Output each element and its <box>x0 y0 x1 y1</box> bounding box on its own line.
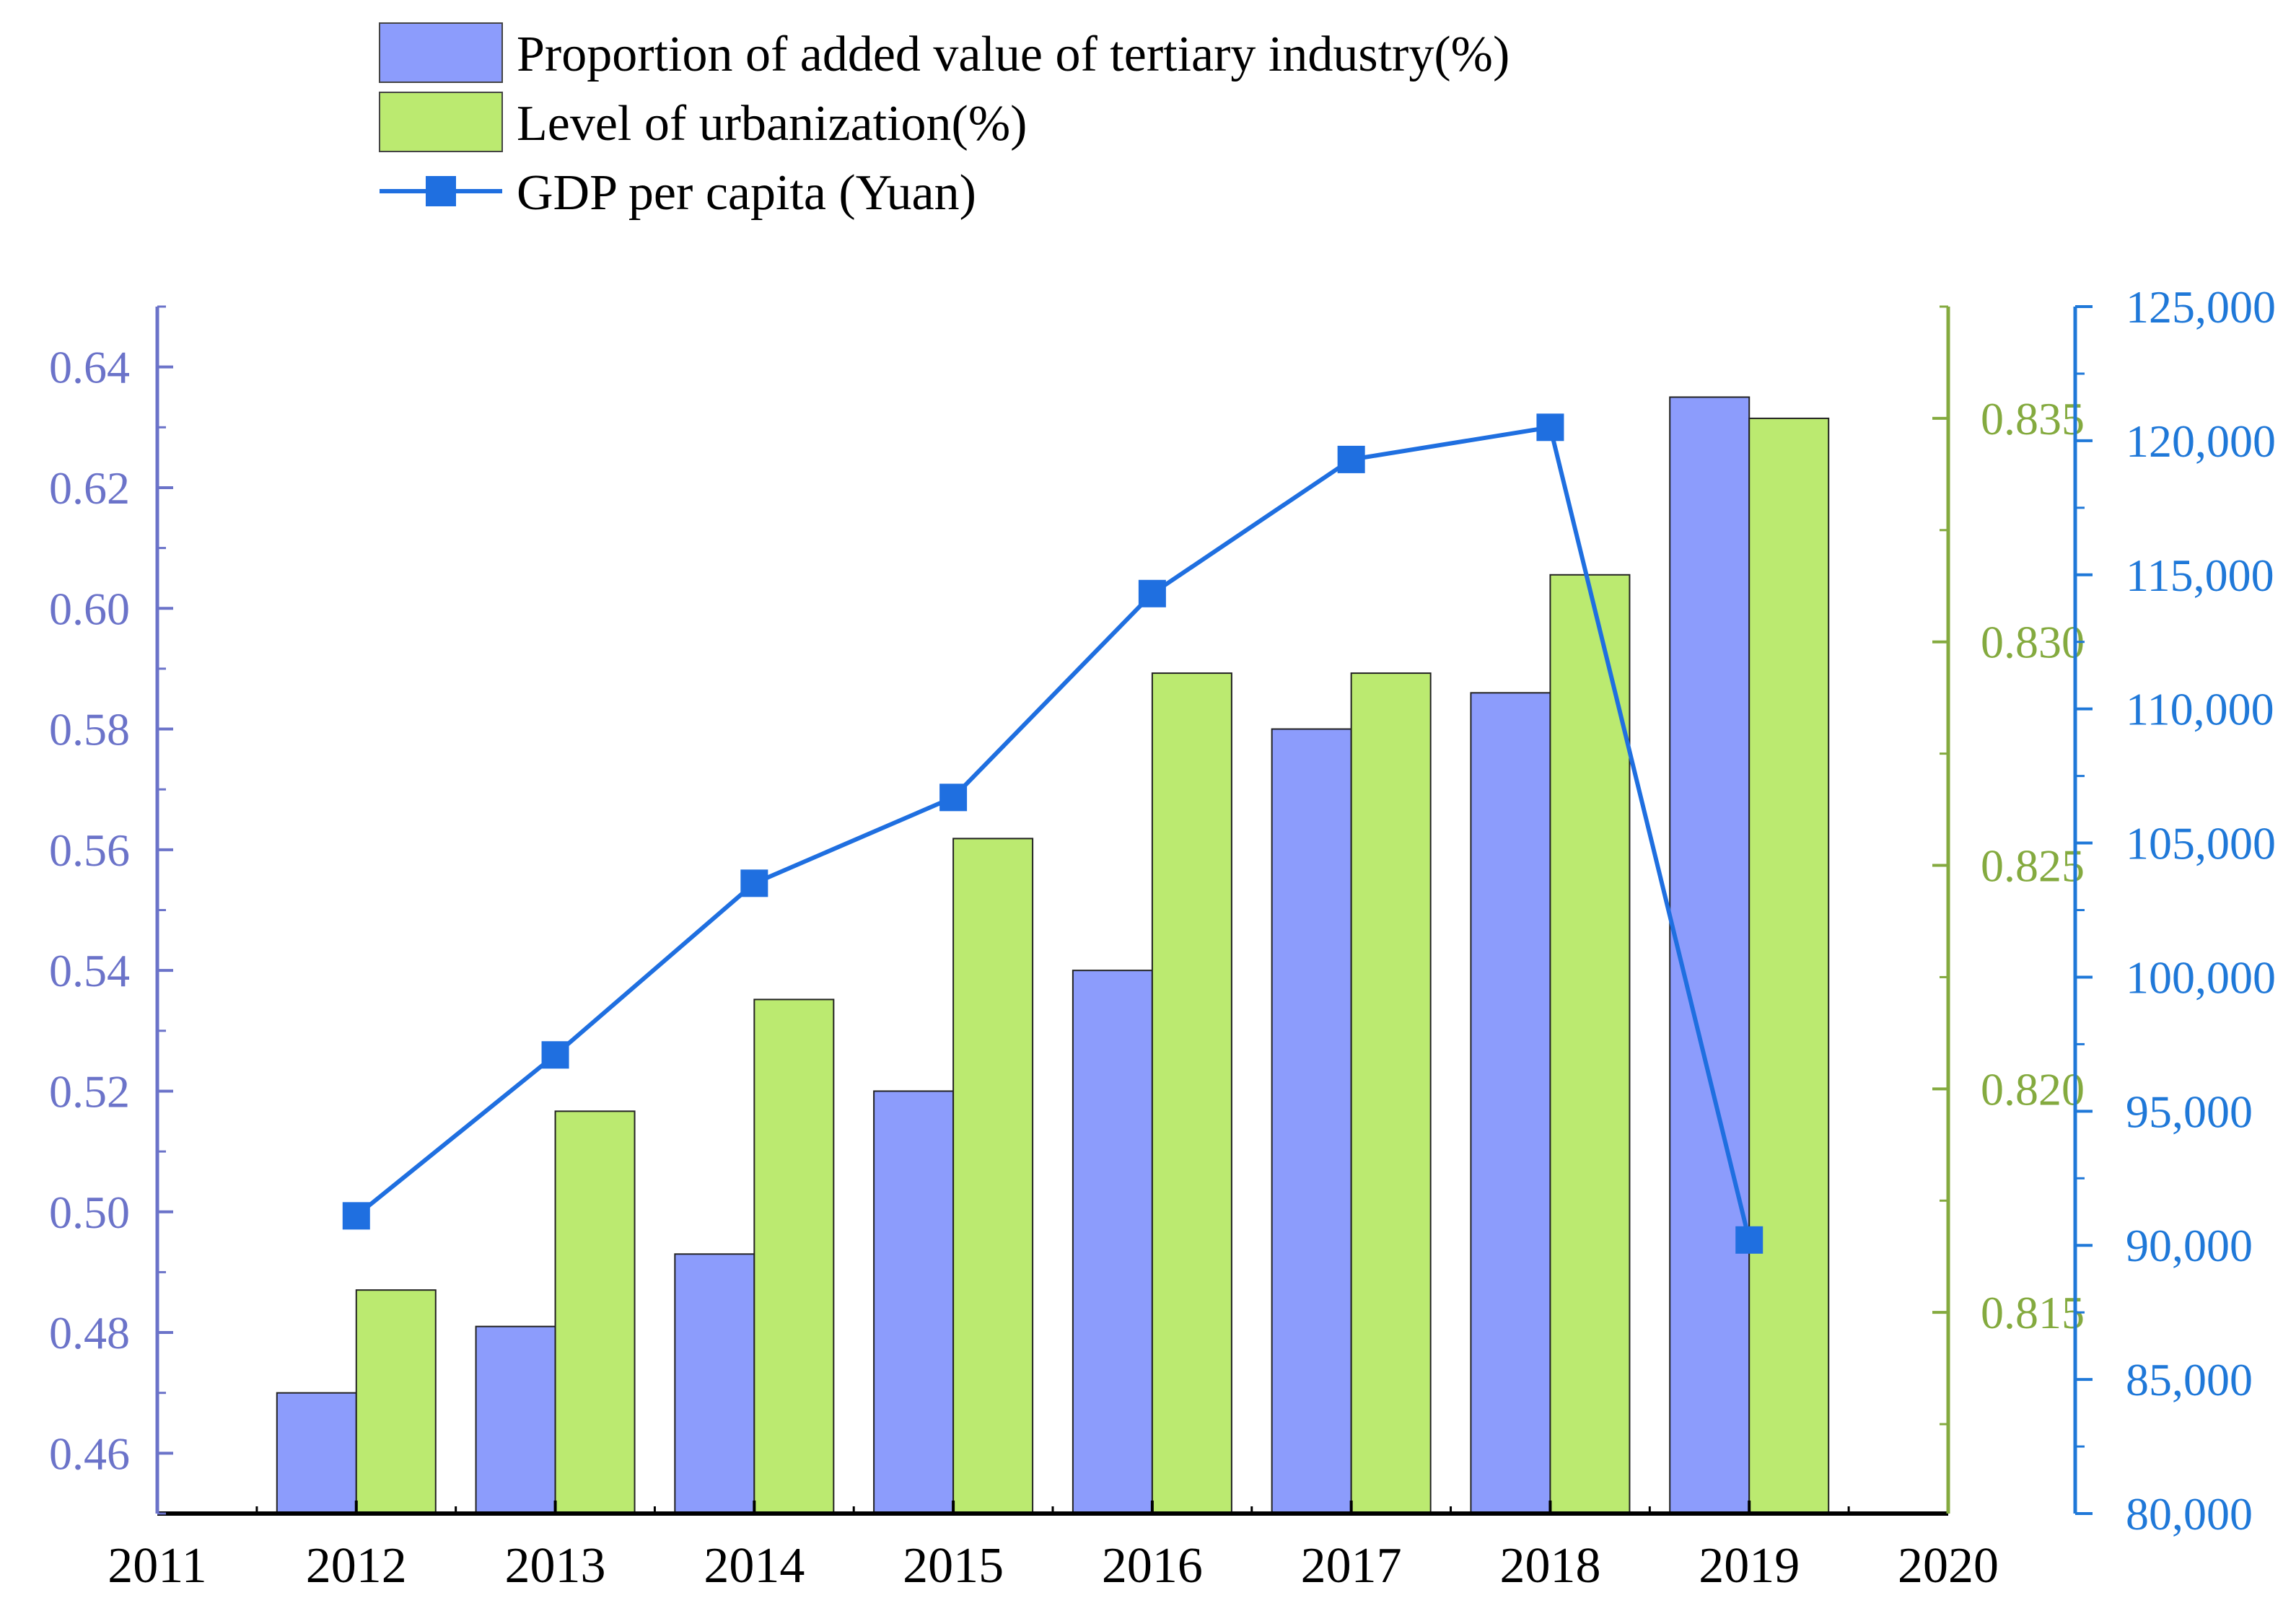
gdp-point-2019 <box>1735 1226 1763 1254</box>
right2-tick-label-105,000: 105,000 <box>2126 818 2276 869</box>
plot-area: 2011 2012 2013 2014 2015 2016 2017 2018 2019 2020… <box>49 281 2276 1594</box>
bar-tertiary-2018 <box>1470 692 1551 1514</box>
left-tick-label-0.52: 0.52 <box>49 1066 130 1117</box>
right2-tick-label-115,000: 115,000 <box>2126 550 2274 601</box>
x-tick-label-2011: 2011 <box>108 1538 206 1594</box>
x-tick-label-2016: 2016 <box>1102 1538 1203 1594</box>
right2-tick-label-100,000: 100,000 <box>2126 952 2276 1003</box>
bar-tertiary-2014 <box>674 1253 755 1515</box>
bar-urbanization-2016 <box>1151 672 1232 1514</box>
right2-tick-label-85,000: 85,000 <box>2126 1354 2253 1405</box>
bar-tertiary-2015 <box>873 1090 955 1514</box>
bar-urbanization-2018 <box>1549 574 1631 1514</box>
gdp-point-2015 <box>939 783 968 812</box>
right2-tick-label-110,000: 110,000 <box>2126 684 2274 735</box>
x-tick-label-2020: 2020 <box>1898 1538 1999 1594</box>
right1-tick-label-0.830: 0.830 <box>1981 617 2085 668</box>
left-tick-label-0.60: 0.60 <box>49 583 130 634</box>
right2-tick-label-120,000: 120,000 <box>2126 416 2276 467</box>
bar-urbanization-2017 <box>1350 672 1432 1514</box>
x-tick-label-2012: 2012 <box>306 1538 407 1594</box>
x-tick-label-2015: 2015 <box>903 1538 1004 1594</box>
legend-marker-gdp <box>426 176 456 206</box>
legend: Proportion of added value of tertiary in… <box>379 22 1510 221</box>
legend-label-gdp: GDP per capita (Yuan) <box>517 165 976 221</box>
gdp-line <box>354 424 1752 1241</box>
gdp-point-2014 <box>740 869 768 897</box>
right2-tick-label-95,000: 95,000 <box>2126 1086 2253 1137</box>
x-tick-label-2019: 2019 <box>1699 1538 1800 1594</box>
left-tick-label-0.58: 0.58 <box>49 704 130 755</box>
gdp-point-2013 <box>541 1041 569 1069</box>
bar-urbanization-2012 <box>355 1289 437 1514</box>
left-tick-label-0.56: 0.56 <box>49 825 130 876</box>
x-tick-label-2014: 2014 <box>704 1538 805 1594</box>
gdp-point-2012 <box>342 1202 370 1230</box>
x-tick-label-2018: 2018 <box>1499 1538 1600 1594</box>
bar-tertiary-2019 <box>1669 396 1751 1514</box>
left-tick-label-0.64: 0.64 <box>49 342 130 393</box>
left-tick-label-0.50: 0.50 <box>49 1187 130 1238</box>
legend-label-tertiary: Proportion of added value of tertiary in… <box>517 27 1510 82</box>
left-tick-label-0.46: 0.46 <box>49 1428 130 1479</box>
right2-tick-label-125,000: 125,000 <box>2126 281 2276 333</box>
bar-tertiary-2016 <box>1072 970 1153 1514</box>
x-tick-label-2013: 2013 <box>505 1538 606 1594</box>
bar-urbanization-2013 <box>554 1110 636 1515</box>
right1-tick-label-0.825: 0.825 <box>1981 840 2085 892</box>
bar-tertiary-2013 <box>475 1325 556 1515</box>
gdp-point-2017 <box>1337 445 1365 473</box>
bar-urbanization-2019 <box>1748 417 1830 1515</box>
left-tick-label-0.62: 0.62 <box>49 462 130 514</box>
right1-tick-label-0.815: 0.815 <box>1981 1287 2085 1338</box>
bar-tertiary-2012 <box>276 1392 357 1514</box>
bar-urbanization-2014 <box>753 998 835 1514</box>
bar-tertiary-2017 <box>1271 728 1352 1514</box>
x-tick-label-2017: 2017 <box>1301 1538 1402 1594</box>
right2-tick-label-90,000: 90,000 <box>2126 1220 2253 1271</box>
bar-urbanization-2015 <box>952 838 1034 1514</box>
right1-tick-label-0.835: 0.835 <box>1981 393 2085 444</box>
left-tick-label-0.54: 0.54 <box>49 945 130 996</box>
left-tick-label-0.48: 0.48 <box>49 1307 130 1358</box>
right1-tick-label-0.820: 0.820 <box>1981 1063 2085 1115</box>
gdp-point-2018 <box>1536 413 1564 442</box>
gdp-point-2016 <box>1138 579 1166 607</box>
legend-swatch-urbanization <box>379 92 503 152</box>
legend-swatch-tertiary <box>379 22 503 83</box>
legend-label-urbanization: Level of urbanization(%) <box>517 96 1027 152</box>
right2-tick-label-80,000: 80,000 <box>2126 1488 2253 1540</box>
